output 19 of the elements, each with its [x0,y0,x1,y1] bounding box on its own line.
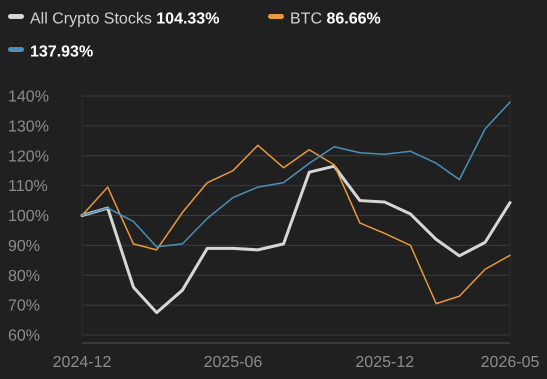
line-series [81,101,511,248]
y-tick-label: 60% [8,328,40,345]
x-tick-label: 2026-05 [480,354,540,371]
line-series [81,144,511,304]
y-tick-label: 130% [8,118,49,136]
y-tick-label: 70% [8,298,40,315]
x-tick-label: 2025-12 [355,354,414,371]
y-tick-label: 110% [8,178,48,196]
y-tick-label: 140% [8,88,49,106]
x-tick-label: 2024-12 [52,354,112,371]
legend-label: BTC 86.66% [290,10,381,28]
y-tick-label: 90% [8,238,40,255]
y-tick-label: 80% [8,268,40,285]
y-tick-label: 100% [8,208,49,226]
line-series [80,164,512,314]
x-tick-label: 2025-06 [204,354,262,371]
legend-label: 137.93% [30,44,94,61]
y-tick-label: 120% [8,148,49,166]
legend-label: All Crypto Stocks 104.33% [30,10,220,28]
